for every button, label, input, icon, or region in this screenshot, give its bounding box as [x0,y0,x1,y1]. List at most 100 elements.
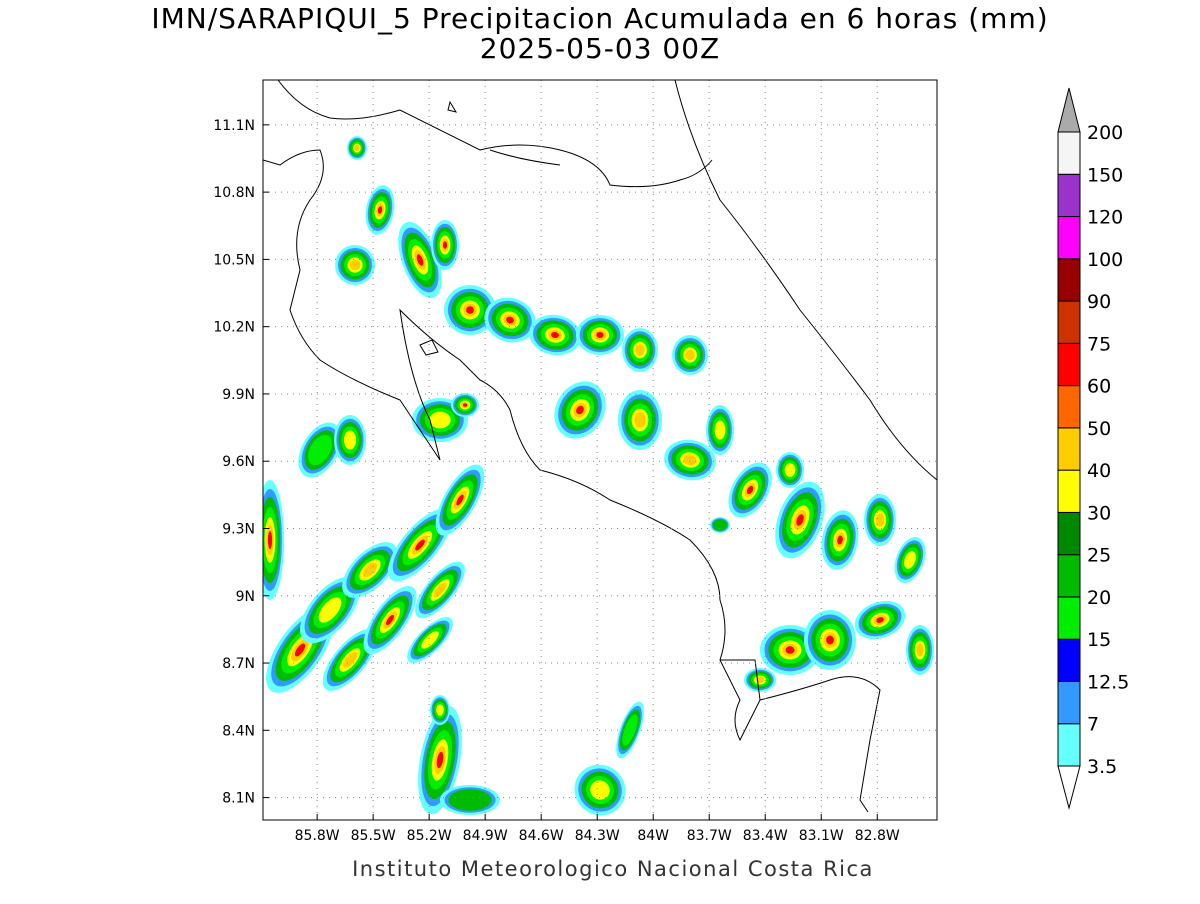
island [447,100,458,113]
x-tick-label: 85.8W [295,828,340,844]
precip-blob [634,412,646,428]
precip-blob [436,704,444,716]
precip-blob [837,535,843,545]
precip-blob [785,646,795,654]
colorbar-label: 200 [1087,122,1123,144]
coastline [263,149,881,813]
colorbar-label: 150 [1087,164,1123,186]
colorbar-box [1057,723,1081,767]
precip-blob [826,635,834,645]
grid: 85.8W 85.5W 85.2W 84.9W 84.6W 84.3W 84W 83.7W 83… [213,80,937,844]
border [720,659,761,701]
precip-blob [294,643,306,657]
precipitation-field [263,136,934,816]
precip-blob [576,405,584,415]
precip-blob [436,751,444,769]
x-tick-label: 82.8W [855,828,900,844]
colorbar-label: 120 [1087,207,1123,229]
colorbar-box [1057,511,1081,556]
colorbar-under [1057,765,1081,810]
precip-blob [466,306,474,314]
precip-blob [354,144,360,152]
coastlines [263,80,937,813]
colorbar-over [1057,87,1081,133]
precip-blob [635,344,645,356]
y-tick-label: 9N [236,589,255,605]
x-tick-label: 85.2W [407,828,452,844]
coastline [277,80,713,188]
colorbar-box [1057,300,1081,344]
colorbar-box [1057,554,1081,598]
y-tick-label: 10.2N [213,320,255,336]
colorbar-box [1057,173,1081,218]
coastline [674,80,937,481]
island [419,339,439,356]
colorbar-label: 3.5 [1087,756,1117,778]
y-tick-label: 9.6N [222,454,255,470]
credit: Instituto Meteorologico Nacional Costa R… [352,857,874,881]
y-tick-label: 10.8N [213,185,255,201]
x-tick-label: 83.1W [799,828,844,844]
colorbar-label: 12.5 [1087,671,1129,693]
colorbar: 3.5 7 12.5 15 20 25 30 40 50 60 75 90 100 120 150 200 [1057,87,1129,810]
y-tick-label: 9.9N [222,387,255,403]
precip-blob [904,551,916,569]
precip-blob [442,241,448,249]
colorbar-box [1057,258,1081,302]
colorbar-label: 100 [1087,249,1123,271]
colorbar-label: 75 [1087,333,1111,355]
map-subtitle: 2025-05-03 00Z [480,32,720,65]
colorbar-label: 7 [1087,714,1099,736]
colorbar-box [1057,342,1081,387]
precip-blob [685,349,695,361]
precip-blob [267,531,273,549]
map-title: IMN/SARAPIQUI_5 Precipitacion Acumulada … [151,2,1048,35]
colorbar-label: 15 [1087,629,1111,651]
precip-blob [796,514,804,526]
precip-blob [421,631,439,649]
precip-blob [876,617,884,623]
precip-blob [462,403,468,407]
precip-blob [506,316,514,324]
colorbar-label: 50 [1087,418,1111,440]
y-tick-label: 8.4N [222,723,255,739]
precip-blob [416,254,424,266]
colorbar-label: 60 [1087,376,1111,398]
precip-blob [433,582,447,598]
precip-blob [377,206,383,214]
precip-blob [308,434,332,466]
precip-blob [349,259,361,271]
x-tick-label: 84.6W [519,828,564,844]
colorbar-box [1057,131,1081,175]
x-tick-label: 85.5W [351,828,396,844]
map-frame [262,79,938,821]
precip-blob [342,651,358,669]
precip-blob [596,332,604,338]
precip-blob [318,597,342,623]
y-tick-label: 11.1N [213,118,255,134]
precip-blob [916,643,924,657]
precip-blob [875,513,885,527]
precip-blob [551,331,559,339]
precip-blob [429,411,451,429]
x-tick-label: 83.7W [687,828,732,844]
precip-blob [746,485,754,495]
colorbar-box [1057,638,1081,682]
colorbar-label: 90 [1087,291,1111,313]
precip-blob [448,789,492,811]
colorbar-label: 40 [1087,460,1111,482]
colorbar-box [1057,216,1081,260]
colorbar-label: 30 [1087,502,1111,524]
precip-blob [712,519,728,531]
y-tick-label: 8.1N [222,791,255,807]
precip-blob [456,494,464,506]
precip-blob [714,420,726,440]
y-tick-label: 10.5N [213,252,255,268]
colorbar-label: 25 [1087,545,1111,567]
precip-blob [415,539,425,551]
x-tick-label: 84W [637,828,669,844]
x-tick-label: 84.3W [575,828,620,844]
precip-blob [590,780,610,800]
colorbar-box [1057,596,1081,640]
